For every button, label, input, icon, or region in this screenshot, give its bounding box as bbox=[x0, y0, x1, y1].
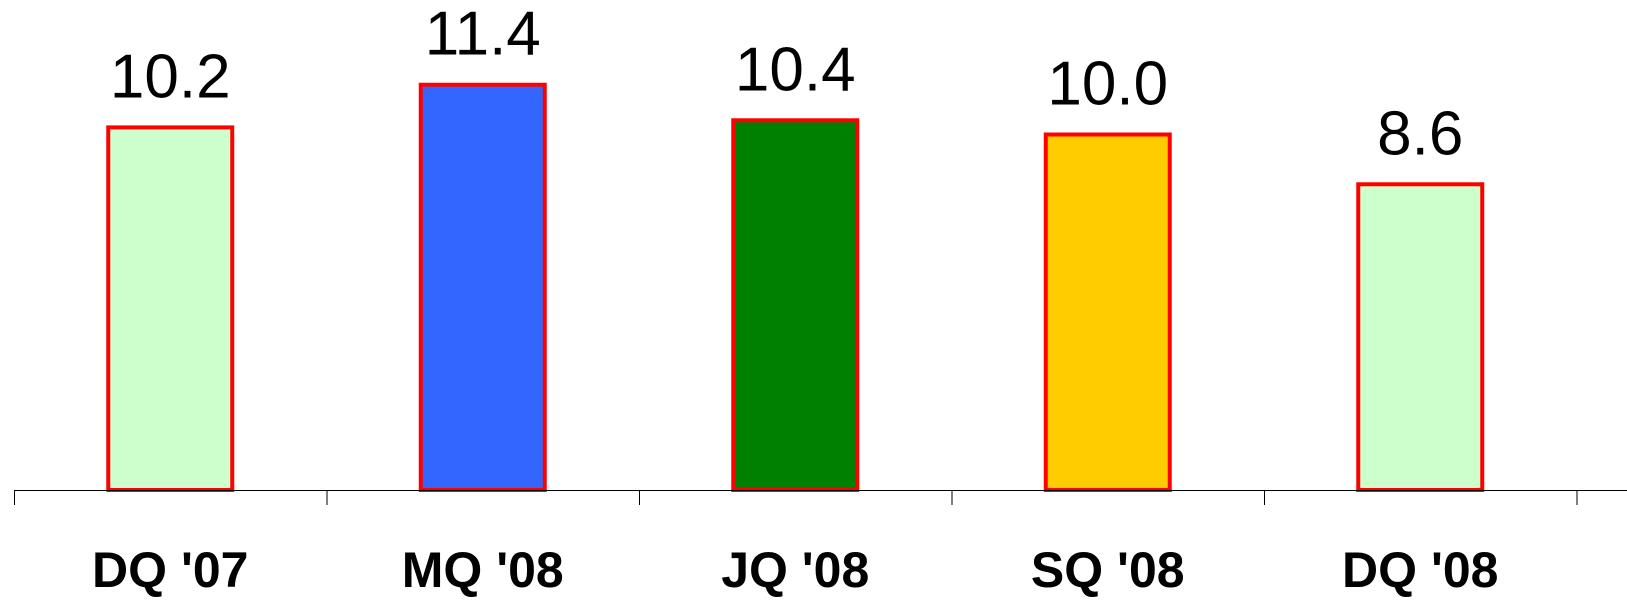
data-label-1: 11.4 bbox=[425, 0, 541, 69]
bar-2 bbox=[731, 118, 860, 492]
x-axis bbox=[14, 490, 1627, 505]
category-label-2: JQ '08 bbox=[721, 542, 869, 598]
category-label-1: MQ '08 bbox=[402, 542, 564, 598]
bars-group bbox=[106, 82, 1485, 493]
category-label-0: DQ '07 bbox=[92, 542, 248, 598]
data-label-3: 10.0 bbox=[1047, 50, 1168, 119]
data-label-0: 10.2 bbox=[110, 42, 231, 111]
category-label-3: SQ '08 bbox=[1031, 542, 1185, 598]
data-label-4: 8.6 bbox=[1377, 99, 1463, 168]
bar-4 bbox=[1356, 182, 1485, 493]
category-labels-group: DQ '07 MQ '08 JQ '08 SQ '08 DQ '08 bbox=[92, 542, 1498, 598]
bar-3 bbox=[1043, 132, 1172, 492]
data-label-2: 10.4 bbox=[735, 35, 856, 104]
value-labels-group: 10.2 11.4 10.4 10.0 8.6 bbox=[110, 0, 1463, 168]
bar-0 bbox=[106, 125, 235, 492]
category-label-4: DQ '08 bbox=[1342, 542, 1498, 598]
bar-1 bbox=[418, 82, 547, 492]
